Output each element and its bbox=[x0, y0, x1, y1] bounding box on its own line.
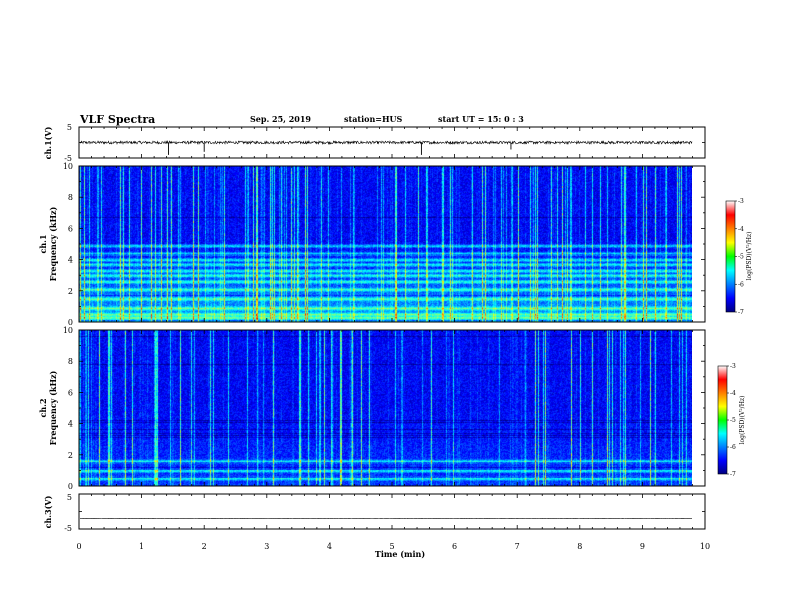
x-tick-label: 4 bbox=[327, 542, 332, 551]
channel-label: ch.2 bbox=[38, 398, 48, 417]
panel-ch3-waveform: 5 -5 ch.3(V) bbox=[43, 493, 706, 533]
panel-frame bbox=[78, 493, 706, 530]
y-tick-label: 5 bbox=[67, 123, 72, 132]
y-tick-label: 4 bbox=[68, 420, 73, 429]
x-tick-label: 1 bbox=[139, 542, 144, 551]
colorbar-tick-label: -5 bbox=[738, 254, 744, 261]
start-time-label: start UT = 15: 0 : 3 bbox=[438, 114, 524, 124]
colorbar-tick-label: -3 bbox=[738, 198, 744, 205]
y-tick-label: 8 bbox=[68, 193, 73, 202]
x-ticks bbox=[78, 330, 706, 486]
colorbar-label: log(PSD)(V²/Hz) bbox=[739, 396, 746, 445]
x-axis-label: Time (min) bbox=[375, 549, 425, 559]
y-tick-label: 2 bbox=[68, 287, 73, 296]
x-tick-label: 8 bbox=[577, 542, 582, 551]
colorbar-label: log(PSD)(V²/Hz) bbox=[746, 232, 753, 281]
y-ticks: 0 2 4 6 8 10 bbox=[63, 162, 705, 327]
panel-ch2-spectrogram: 0 2 4 6 8 10 ch.2 Frequency (kHz) -3 -4 -5 -6 -7 … bbox=[38, 326, 746, 491]
y-tick-label: 6 bbox=[68, 388, 73, 397]
colorbar-ticks: -3 -4 -5 -6 -7 bbox=[727, 363, 736, 478]
y-tick-label: 4 bbox=[68, 256, 73, 265]
y-tick-label: 2 bbox=[68, 451, 73, 460]
panel-ch1-waveform: 5 -5 ch.1(V) bbox=[43, 123, 706, 163]
y-tick-label: 10 bbox=[63, 326, 73, 335]
colorbar-tick-label: -6 bbox=[738, 281, 744, 288]
y-tick-label: 8 bbox=[68, 357, 73, 366]
y-tick-label: -5 bbox=[64, 524, 72, 533]
y-tick-label: 0 bbox=[68, 482, 73, 491]
x-tick-label: 0 bbox=[76, 542, 81, 551]
x-tick-label: 6 bbox=[452, 542, 457, 551]
colorbar-tick-label: -4 bbox=[738, 226, 744, 233]
waveform-line bbox=[79, 139, 693, 146]
x-tick-label: 9 bbox=[640, 542, 645, 551]
colorbar-tick-label: -5 bbox=[730, 417, 736, 424]
colorbar-gradient bbox=[717, 365, 728, 475]
y-axis-label: ch.3(V) bbox=[43, 495, 53, 528]
colorbar-ticks: -3 -4 -5 -6 -7 bbox=[735, 198, 744, 316]
colorbar-tick-label: -7 bbox=[738, 309, 744, 316]
y-tick-label: -5 bbox=[64, 154, 72, 163]
y-axis-label: ch.1(V) bbox=[43, 126, 53, 159]
x-tick-label: 5 bbox=[389, 542, 394, 551]
colorbar-tick-label: -7 bbox=[730, 471, 736, 478]
colorbar-ch1: -3 -4 -5 -6 -7 log(PSD)(V²/Hz) bbox=[725, 198, 753, 316]
colorbar-ch2: -3 -4 -5 -6 -7 log(PSD)(V²/Hz) bbox=[717, 363, 746, 478]
colorbar-tick-label: -6 bbox=[730, 444, 736, 451]
colorbar-gradient bbox=[725, 200, 736, 313]
x-tick-label: 7 bbox=[515, 542, 520, 551]
x-tick-label: 10 bbox=[700, 542, 710, 551]
y-axis-label: Frequency (kHz) bbox=[48, 206, 58, 281]
x-tick-label: 3 bbox=[264, 542, 269, 551]
x-tick-label: 2 bbox=[202, 542, 207, 551]
ch1-waveform-trace bbox=[79, 139, 693, 155]
colorbar-tick-label: -3 bbox=[730, 363, 736, 370]
ch2-spectrogram-image bbox=[79, 330, 692, 486]
station-label: station=HUS bbox=[344, 114, 403, 124]
x-ticks bbox=[78, 126, 706, 159]
y-tick-label: 6 bbox=[68, 224, 73, 233]
y-ticks: 0 2 4 6 8 10 bbox=[63, 326, 705, 491]
x-ticks bbox=[78, 166, 706, 322]
y-tick-label: 5 bbox=[67, 493, 72, 502]
figure-title: VLF Spectra bbox=[79, 113, 155, 126]
x-tick-labels: 0 1 2 3 4 5 6 7 8 9 10 bbox=[76, 542, 710, 551]
x-ticks bbox=[78, 493, 706, 530]
colorbar-tick-label: -4 bbox=[730, 390, 736, 397]
channel-label: ch.1 bbox=[38, 234, 48, 253]
y-axis-label: Frequency (kHz) bbox=[48, 370, 58, 445]
date-label: Sep. 25, 2019 bbox=[250, 114, 311, 124]
panel-ch1-spectrogram: 0 2 4 6 8 10 ch.1 Frequency (kHz) -3 -4 -5 -6 -7 … bbox=[38, 162, 753, 327]
y-tick-label: 0 bbox=[68, 318, 73, 327]
ch1-spectrogram-image bbox=[79, 166, 692, 322]
y-tick-label: 10 bbox=[63, 162, 73, 171]
